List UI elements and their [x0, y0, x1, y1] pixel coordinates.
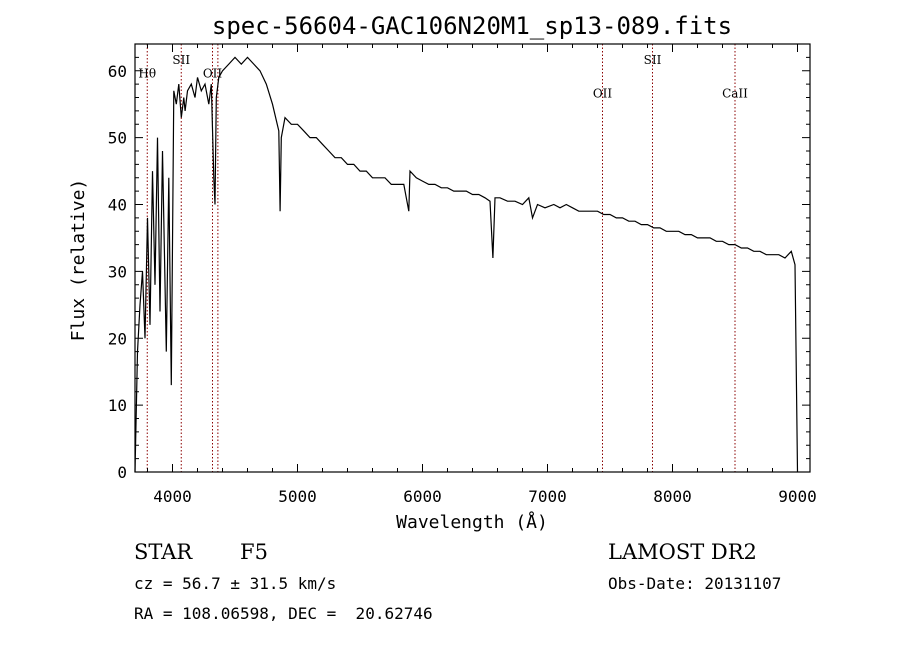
line-annotation: SII [644, 53, 662, 67]
x-tick-label: 7000 [528, 487, 567, 506]
object-class: STAR [134, 540, 193, 564]
plot-frame [134, 43, 811, 473]
line-annotation: Hθ [138, 66, 156, 80]
spectrum-line [134, 56, 799, 473]
y-axis-ticks: 0 10 20 30 40 50 60 [108, 56, 810, 482]
y-tick-label: 20 [108, 329, 127, 348]
x-tick-label: 9000 [778, 487, 817, 506]
x-tick-label: 6000 [403, 487, 442, 506]
chart-title: spec-56604-GAC106N20M1_sp13-089.fits [212, 12, 732, 40]
obs-date: Obs-Date: 20131107 [608, 574, 782, 593]
x-tick-label: 8000 [653, 487, 692, 506]
line-annotations: Hθ SII OII OII SII CaII [138, 53, 748, 100]
x-tick-label: 5000 [278, 487, 317, 506]
y-tick-label: 50 [108, 129, 127, 148]
y-axis-label: Flux (relative) [68, 179, 89, 342]
y-tick-label: 0 [117, 463, 127, 482]
object-subclass: F5 [240, 540, 268, 564]
line-annotation: OII [593, 87, 613, 101]
line-annotation: SII [172, 53, 190, 67]
coordinates: RA = 108.06598, DEC = 20.62746 [134, 604, 433, 623]
line-annotation: CaII [722, 87, 748, 101]
survey-name: LAMOST DR2 [608, 540, 757, 564]
x-tick-label: 4000 [153, 487, 192, 506]
y-tick-label: 30 [108, 262, 127, 281]
line-annotation: OII [203, 66, 223, 80]
y-tick-label: 40 [108, 196, 127, 215]
redshift-text: cz = 56.7 ± 31.5 km/s [134, 574, 337, 593]
x-axis-label: Wavelength (Å) [396, 511, 548, 533]
y-tick-label: 10 [108, 396, 127, 415]
x-axis-ticks: 4000 5000 6000 7000 8000 9000 [147, 44, 817, 506]
y-tick-label: 60 [108, 62, 127, 81]
reference-lines [146, 44, 736, 472]
